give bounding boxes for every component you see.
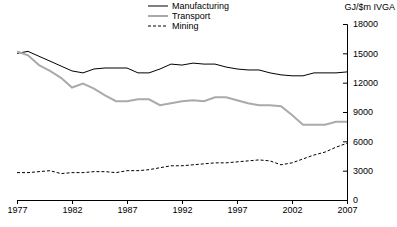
x-tick-label: 1977 (7, 205, 27, 215)
x-tick: 1977 (7, 200, 27, 215)
y-tick-mark (343, 53, 347, 54)
y-tick: 0 (343, 195, 358, 205)
y-tick-label: 18000 (353, 19, 378, 29)
x-tick-mark (17, 200, 18, 204)
legend-label: Transport (172, 11, 211, 21)
x-axis: 1977 1982 1987 1992 1997 2002 2007 (7, 200, 357, 215)
series-line (17, 51, 347, 75)
x-tick: 1992 (172, 200, 192, 215)
y-tick: 3000 (343, 166, 373, 176)
x-tick-mark (127, 200, 128, 204)
x-tick-label: 1997 (227, 205, 247, 215)
y-tick-label: 6000 (353, 137, 373, 147)
y-tick: 12000 (343, 78, 378, 88)
y-tick-mark (343, 24, 347, 25)
legend: ManufacturingTransportMining (148, 1, 229, 31)
legend-key (148, 26, 168, 27)
y-tick-label: 0 (353, 195, 358, 205)
y-tick-mark (343, 200, 347, 201)
x-tick-mark (292, 200, 293, 204)
y-tick: 18000 (343, 19, 378, 29)
legend-label: Manufacturing (172, 1, 229, 11)
y-tick-mark (343, 141, 347, 142)
y-tick-label: 9000 (353, 107, 373, 117)
series-line (17, 51, 347, 124)
y-tick-mark (343, 171, 347, 172)
x-tick-mark (182, 200, 183, 204)
x-tick: 1982 (62, 200, 82, 215)
series-line (17, 143, 347, 173)
plot-area (17, 51, 347, 173)
legend-label: Mining (172, 21, 199, 31)
x-tick: 1987 (117, 200, 137, 215)
y-tick-mark (343, 112, 347, 113)
y-tick-mark (343, 83, 347, 84)
y-axis: 0 3000 6000 9000 12000 15000 18000 (343, 19, 378, 205)
y-tick-label: 15000 (353, 49, 378, 59)
x-tick: 1997 (227, 200, 247, 215)
chart: 1977 1982 1987 1992 1997 2002 20070 3000 6000 900… (0, 0, 397, 227)
x-tick-mark (72, 200, 73, 204)
x-tick-label: 2002 (282, 205, 302, 215)
x-tick: 2002 (282, 200, 302, 215)
y-tick: 6000 (343, 137, 373, 147)
y-tick-label: 3000 (353, 166, 373, 176)
y-tick: 15000 (343, 49, 378, 59)
y-tick: 9000 (343, 107, 373, 117)
x-tick-mark (237, 200, 238, 204)
x-tick-label: 2007 (337, 205, 357, 215)
y-tick-label: 12000 (353, 78, 378, 88)
x-tick-label: 1982 (62, 205, 82, 215)
x-axis-line (18, 201, 348, 205)
legend-key (148, 6, 168, 7)
y-axis-title: GJ/$m IVGA (344, 2, 395, 12)
y-axis-line (343, 25, 348, 201)
legend-key (148, 15, 168, 17)
x-tick-label: 1992 (172, 205, 192, 215)
x-tick-label: 1987 (117, 205, 137, 215)
